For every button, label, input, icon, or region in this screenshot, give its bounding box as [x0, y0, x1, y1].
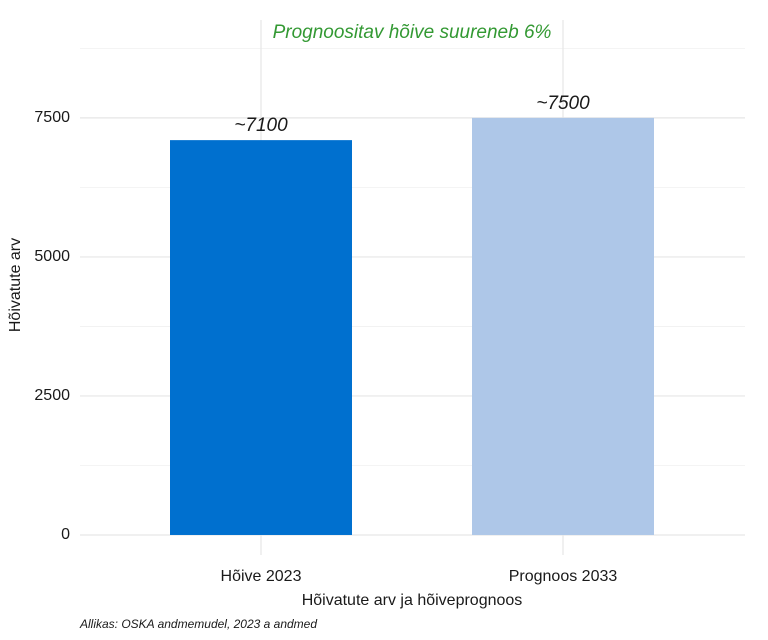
bar — [472, 117, 654, 535]
y-tick-label: 5000 — [34, 248, 70, 265]
caption: Allikas: OSKA andmemudel, 2023 a andmed — [79, 617, 317, 631]
x-tick-label: Prognoos 2033 — [509, 568, 618, 585]
y-tick-label: 2500 — [34, 387, 70, 404]
y-tick-label: 0 — [61, 526, 70, 543]
x-axis-title: Hõivatute arv ja hõiveprognoos — [302, 592, 523, 609]
value-label: ~7500 — [536, 93, 590, 114]
bar — [170, 140, 352, 535]
annotation: Prognoositav hõive suureneb 6% — [273, 22, 552, 43]
value-label: ~7100 — [234, 115, 288, 136]
y-tick-label: 7500 — [34, 109, 70, 126]
x-tick-label: Hõive 2023 — [221, 568, 302, 585]
y-axis-title: Hõivatute arv — [7, 238, 24, 332]
